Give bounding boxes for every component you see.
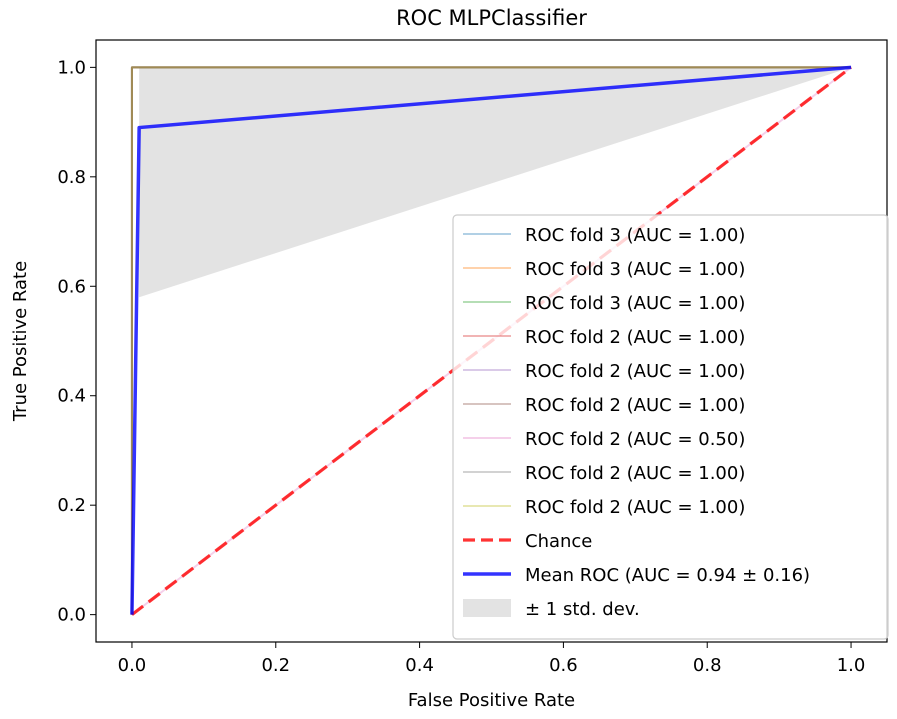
x-tick-label-2: 0.2 [261, 655, 290, 676]
legend-item-4: ROC fold 2 (AUC = 1.00) [463, 327, 745, 348]
x-tick-label-3: 0.4 [405, 655, 434, 676]
y-tick-label-6: 1.0 [57, 57, 86, 78]
legend-item-12: ± 1 std. dev. [463, 599, 640, 620]
legend-swatch-12 [463, 599, 511, 617]
legend-label-7: ROC fold 2 (AUC = 0.50) [525, 429, 745, 450]
fold-curve-2 [130, 66, 852, 615]
legend-label-10: Chance [525, 531, 592, 552]
plot-content [130, 65, 853, 616]
legend-item-10: Chance [463, 531, 592, 552]
legend-item-8: ROC fold 2 (AUC = 1.00) [463, 463, 745, 484]
x-axis-label: False Positive Rate [408, 690, 575, 711]
legend-label-3: ROC fold 3 (AUC = 1.00) [525, 293, 745, 314]
legend-item-11: Mean ROC (AUC = 0.94 ± 0.16) [463, 565, 810, 586]
legend-label-6: ROC fold 2 (AUC = 1.00) [525, 395, 745, 416]
fold-curve-6 [130, 66, 852, 615]
legend-item-9: ROC fold 2 (AUC = 1.00) [463, 497, 745, 518]
std-dev-band [139, 67, 852, 298]
legend-label-9: ROC fold 2 (AUC = 1.00) [525, 497, 745, 518]
legend-label-8: ROC fold 2 (AUC = 1.00) [525, 463, 745, 484]
legend-label-11: Mean ROC (AUC = 0.94 ± 0.16) [525, 565, 810, 586]
chart-title: ROC MLPClassifier [396, 6, 587, 30]
fold-curve-8 [130, 66, 852, 615]
x-tick-label-1: 0.0 [118, 655, 147, 676]
mean-roc-line [130, 65, 852, 615]
legend-label-5: ROC fold 2 (AUC = 1.00) [525, 361, 745, 382]
legend-item-6: ROC fold 2 (AUC = 1.00) [463, 395, 745, 416]
y-tick-label-2: 0.2 [57, 495, 86, 516]
x-tick-label-6: 1.0 [837, 655, 866, 676]
plot-area [95, 39, 888, 643]
x-tick-label-5: 0.8 [693, 655, 722, 676]
y-tick-label-1: 0.0 [57, 605, 86, 626]
fold-curve-3 [130, 66, 852, 615]
x-tick-label-4: 0.6 [549, 655, 578, 676]
legend-label-2: ROC fold 3 (AUC = 1.00) [525, 259, 745, 280]
legend-label-1: ROC fold 3 (AUC = 1.00) [525, 225, 745, 246]
y-tick-label-3: 0.4 [57, 386, 86, 407]
legend-box [452, 214, 889, 640]
fold-curve-4 [130, 66, 852, 615]
fold-curve-1 [130, 66, 852, 615]
legend-item-2: ROC fold 3 (AUC = 1.00) [463, 259, 745, 280]
legend-item-5: ROC fold 2 (AUC = 1.00) [463, 361, 745, 382]
legend-item-1: ROC fold 3 (AUC = 1.00) [463, 225, 745, 246]
y-tick-label-5: 0.8 [57, 167, 86, 188]
y-tick-label-4: 0.6 [57, 276, 86, 297]
fold-curve-5 [130, 66, 852, 615]
legend-label-4: ROC fold 2 (AUC = 1.00) [525, 327, 745, 348]
legend: ROC fold 3 (AUC = 1.00) ROC fold 3 (AUC =… [452, 214, 889, 640]
legend-label-12: ± 1 std. dev. [525, 599, 640, 620]
legend-item-3: ROC fold 3 (AUC = 1.00) [463, 293, 745, 314]
fold-curve-9 [130, 66, 852, 615]
axis-layer: 0.0 0.2 0.4 0.6 0.8 1.0 0.0 0.2 0.4 0.6 0.8 1.0 [57, 57, 865, 676]
legend-item-7: ROC fold 2 (AUC = 0.50) [463, 429, 745, 450]
y-axis-label: True Positive Rate [10, 261, 31, 422]
